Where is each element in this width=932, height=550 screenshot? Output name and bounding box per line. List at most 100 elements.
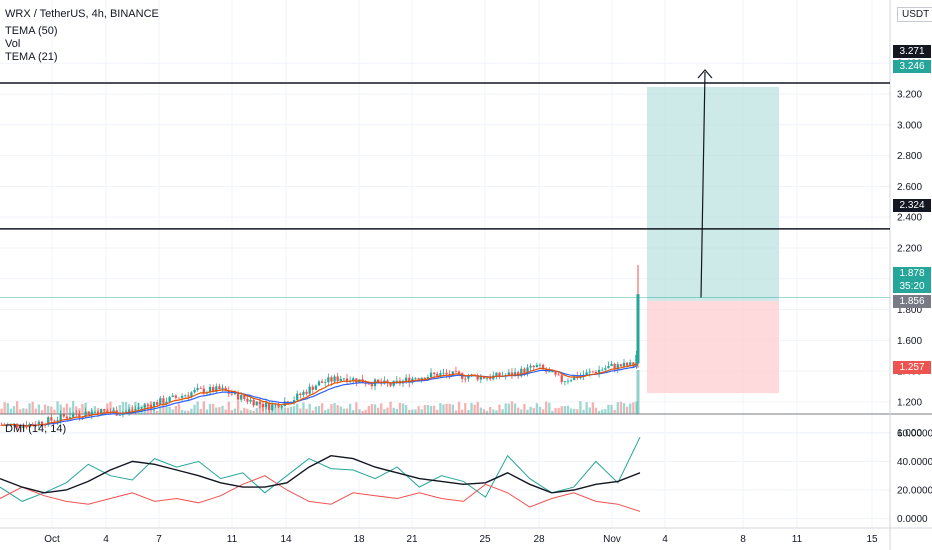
volume-bar (532, 408, 535, 414)
candle (541, 363, 545, 371)
volume-bar (299, 408, 302, 414)
volume-bar (401, 403, 405, 414)
candle-body (610, 363, 613, 366)
spike-candle (636, 294, 640, 364)
volume-bar (221, 405, 224, 414)
volume-bar (601, 409, 604, 414)
volume-bar (470, 402, 473, 414)
volume-bar (62, 407, 65, 414)
x-tick-label: 11 (227, 534, 238, 545)
x-tick-label: 4 (103, 534, 109, 545)
symbol-legend[interactable]: WRX / TetherUS, 4h, BINANCE (5, 8, 159, 20)
tema21-legend[interactable]: TEMA (21) (5, 51, 58, 63)
volume-bar (106, 403, 109, 414)
candle (196, 383, 199, 392)
candle (246, 396, 249, 405)
candle-body (224, 387, 227, 391)
candle-body (479, 376, 482, 380)
x-tick-label: 11 (792, 534, 803, 545)
volume-bar (146, 403, 149, 414)
candle (507, 369, 510, 376)
volume-bar (115, 410, 118, 414)
candle-body (240, 394, 243, 400)
volume-bar (513, 403, 517, 414)
vol-legend[interactable]: Vol (5, 38, 21, 50)
candle-body (71, 413, 75, 418)
candle (50, 413, 53, 423)
volume-bar (467, 410, 470, 414)
candle-body (208, 387, 212, 393)
volume-bar (152, 409, 156, 414)
candle-body (180, 395, 184, 398)
y-tick-label: 2.800 (897, 151, 922, 162)
candle-body (264, 402, 268, 408)
volume-bar (507, 403, 510, 414)
candle (199, 386, 202, 389)
volume-bar (156, 410, 159, 414)
candle-body (243, 394, 246, 399)
candle (106, 408, 109, 412)
volume-bar (613, 409, 616, 414)
candle (22, 423, 25, 432)
volume-bar (535, 403, 539, 414)
candle-body (529, 365, 532, 368)
candle-body (526, 367, 529, 374)
candle (261, 404, 265, 411)
volume-bar (429, 405, 433, 414)
volume-bar (364, 409, 367, 414)
volume-bar (336, 405, 339, 414)
candle-body (485, 377, 489, 379)
volume-bar (184, 410, 187, 414)
candle (414, 377, 417, 380)
volume-bar (124, 402, 128, 414)
candle-body (395, 380, 398, 382)
volume-bar (37, 404, 41, 414)
candle (336, 372, 339, 384)
volume-bar (305, 408, 308, 414)
candle-body (423, 377, 426, 380)
candle-body (168, 396, 171, 402)
volume-bar (625, 406, 629, 414)
candle (454, 366, 458, 373)
candle-body (635, 354, 638, 367)
candle (103, 408, 106, 413)
volume-bar (541, 409, 545, 414)
volume-bar (289, 406, 293, 414)
candle (324, 378, 327, 387)
candle (554, 371, 557, 377)
candle (299, 392, 302, 399)
candle-body (507, 372, 510, 376)
candle-body (90, 411, 93, 415)
volume-bar (25, 408, 28, 414)
volume-bar (271, 401, 274, 414)
candle (442, 368, 445, 375)
candle-body (106, 410, 109, 412)
candle (159, 395, 162, 406)
dmi-legend[interactable]: DMI (14, 14) (5, 423, 67, 435)
volume-bar (538, 406, 542, 414)
candle (535, 362, 539, 368)
candle (296, 390, 299, 402)
volume-bar (65, 403, 69, 414)
candle-body (345, 378, 349, 382)
candle (408, 374, 411, 388)
candle-body (538, 364, 542, 366)
candle-body (177, 397, 181, 399)
candle-body (457, 371, 461, 374)
volume-bar (283, 407, 286, 414)
volume-bar (199, 408, 202, 414)
candle-body (230, 393, 234, 395)
y-tick-label: 3.000 (897, 120, 922, 131)
candle (317, 380, 321, 386)
volume-bar (9, 408, 13, 414)
volume-bar (529, 406, 532, 414)
candle-body (333, 376, 336, 382)
candle-body (632, 362, 635, 367)
candle-body (476, 375, 479, 380)
currency-label[interactable]: USDT (897, 7, 932, 22)
candle-body (47, 417, 50, 425)
candle (280, 404, 283, 410)
volume-bar (56, 401, 59, 414)
tema50-legend[interactable]: TEMA (50) (5, 25, 58, 37)
